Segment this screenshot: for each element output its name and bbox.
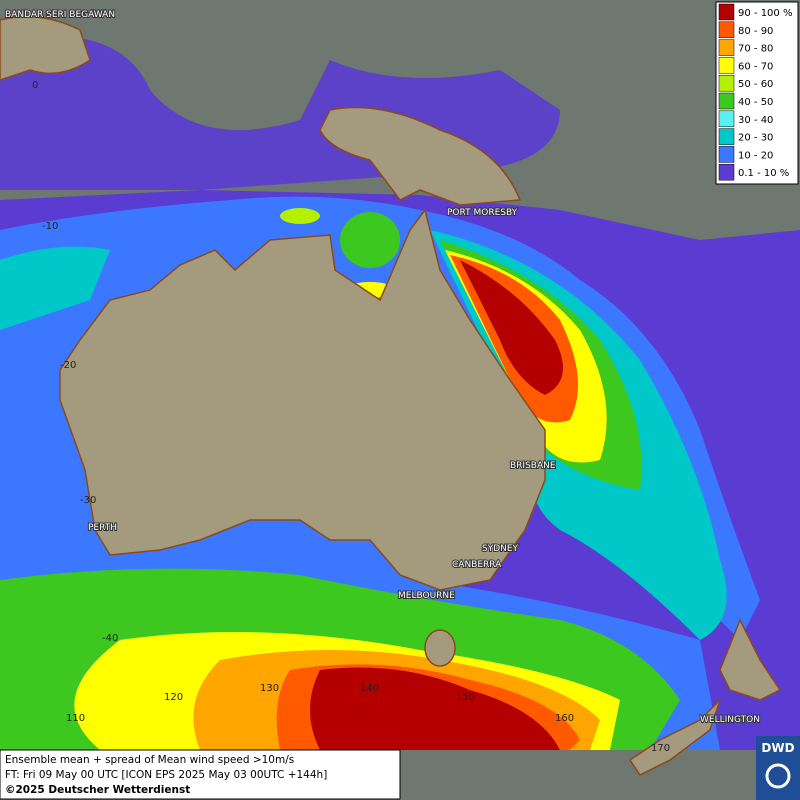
logo-icon — [765, 763, 791, 789]
legend-swatch — [718, 57, 735, 74]
place-label: BRISBANE — [510, 461, 556, 471]
place-label: BANDAR SERI BEGAWAN — [5, 10, 115, 20]
labels: BANDAR SERI BEGAWAN PORT MORESBY BRISBANE S… — [4, 9, 761, 754]
legend-label: 40 - 50 — [738, 97, 773, 108]
place-label: WELLINGTON — [700, 715, 760, 725]
legend-swatch — [718, 39, 735, 56]
footer-line: FT: Fri 09 May 00 UTC [ICON EPS 2025 May… — [5, 769, 327, 781]
legend-label: 0.1 - 10 % — [738, 168, 789, 179]
legend-label: 70 - 80 — [738, 44, 773, 55]
longitude-label: 130 — [260, 683, 279, 694]
legend-label: 50 - 60 — [738, 79, 773, 90]
legend-swatch — [718, 163, 735, 181]
legend-swatch — [718, 92, 735, 110]
latitude-label: 0 — [32, 80, 38, 91]
legend: 90 - 100 % 80 - 90 70 - 80 60 - 70 50 - 60 40… — [715, 1, 799, 185]
longitude-label: 170 — [651, 743, 670, 754]
land — [0, 15, 782, 776]
longitude-label: 140 — [360, 683, 379, 694]
legend-swatch — [718, 3, 735, 21]
place-label: CANBERRA — [452, 560, 502, 570]
longitude-label: 120 — [164, 692, 183, 703]
latitude-label: -30 — [80, 495, 96, 506]
footer-box — [0, 749, 401, 800]
logo-text: DWD — [761, 741, 794, 755]
place-label: PERTH — [88, 523, 117, 533]
longitude-label: 110 — [66, 713, 85, 724]
logo-box — [756, 736, 800, 800]
legend-label: 60 - 70 — [738, 61, 773, 72]
legend-swatch — [718, 74, 735, 92]
footer-line: ©2025 Deutscher Wetterdienst — [5, 784, 190, 796]
legend-label: 90 - 100 % — [738, 8, 792, 19]
footer: Ensemble mean + spread of Mean wind spee… — [0, 736, 800, 800]
longitude-label: 150 — [456, 692, 475, 703]
place-label: MELBOURNE — [398, 591, 455, 601]
legend-swatch — [718, 110, 735, 128]
place-label: SYDNEY — [482, 544, 519, 554]
legend-swatch — [718, 128, 735, 145]
latitude-label: -40 — [102, 633, 118, 644]
legend-label: 10 - 20 — [738, 150, 773, 161]
legend-label: 80 - 90 — [738, 26, 773, 37]
longitude-label: 160 — [555, 713, 574, 724]
place-label: PORT MORESBY — [447, 208, 518, 218]
legend-label: 30 - 40 — [738, 115, 773, 126]
legend-swatch — [718, 146, 735, 163]
legend-label: 20 - 30 — [738, 133, 773, 144]
latitude-label: -10 — [42, 221, 58, 232]
footer-line: Ensemble mean + spread of Mean wind spee… — [5, 754, 294, 766]
legend-swatch — [718, 21, 735, 39]
latitude-label: -20 — [60, 360, 76, 371]
